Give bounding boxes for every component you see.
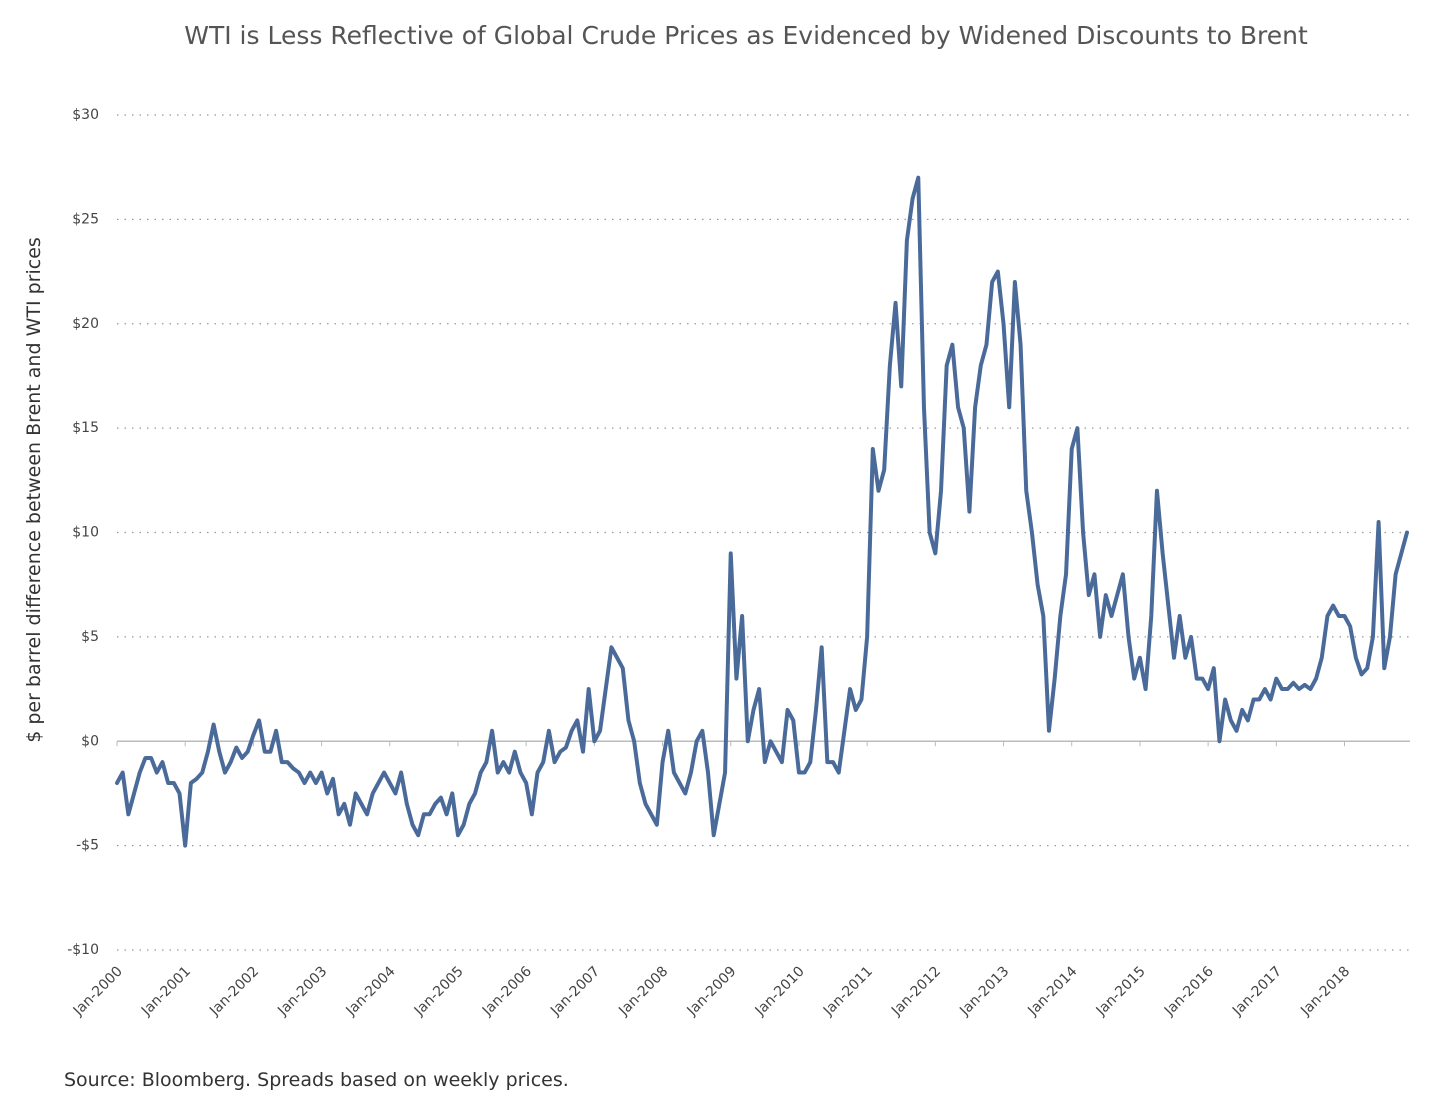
y-tick-label: $30 bbox=[72, 107, 99, 123]
x-tick-label: Jan-2013 bbox=[956, 964, 1012, 1020]
y-tick-label: $5 bbox=[81, 629, 99, 645]
x-tick-label: Jan-2003 bbox=[274, 964, 330, 1020]
x-tick-label: Jan-2012 bbox=[888, 964, 944, 1020]
x-tick-label: Jan-2014 bbox=[1024, 963, 1080, 1019]
x-tick-label: Jan-2005 bbox=[411, 964, 467, 1020]
y-tick-label: -$10 bbox=[67, 942, 99, 958]
chart-title: WTI is Less Reflective of Global Crude P… bbox=[184, 21, 1308, 50]
x-tick-label: Jan-2007 bbox=[547, 964, 603, 1020]
y-tick-label: $10 bbox=[72, 525, 99, 541]
y-tick-label: $0 bbox=[81, 733, 99, 749]
x-tick-label: Jan-2008 bbox=[615, 964, 671, 1020]
x-tick-label: Jan-2018 bbox=[1297, 964, 1353, 1020]
y-tick-label: -$5 bbox=[76, 838, 99, 854]
source-note: Source: Bloomberg. Spreads based on week… bbox=[64, 1069, 569, 1091]
x-tick-label: Jan-2006 bbox=[479, 963, 535, 1019]
y-tick-label: $20 bbox=[72, 316, 99, 332]
x-tick-label: Jan-2011 bbox=[820, 964, 876, 1020]
data-line bbox=[115, 175, 1409, 848]
x-tick-label: Jan-2004 bbox=[343, 963, 399, 1019]
x-tick-label: Jan-2010 bbox=[752, 964, 808, 1020]
x-tick-label: Jan-2002 bbox=[206, 964, 262, 1020]
x-tick-label: Jan-2016 bbox=[1161, 963, 1217, 1019]
y-axis-label: $ per barrel difference between Brent an… bbox=[23, 237, 45, 743]
x-tick-label: Jan-2017 bbox=[1229, 964, 1285, 1020]
x-tick-label: Jan-2000 bbox=[70, 964, 126, 1020]
x-tick-label: Jan-2001 bbox=[138, 964, 194, 1020]
y-tick-label: $25 bbox=[72, 211, 99, 227]
x-tick-label: Jan-2009 bbox=[684, 964, 740, 1020]
y-tick-label: $15 bbox=[72, 420, 99, 436]
x-tick-label: Jan-2015 bbox=[1093, 964, 1149, 1020]
